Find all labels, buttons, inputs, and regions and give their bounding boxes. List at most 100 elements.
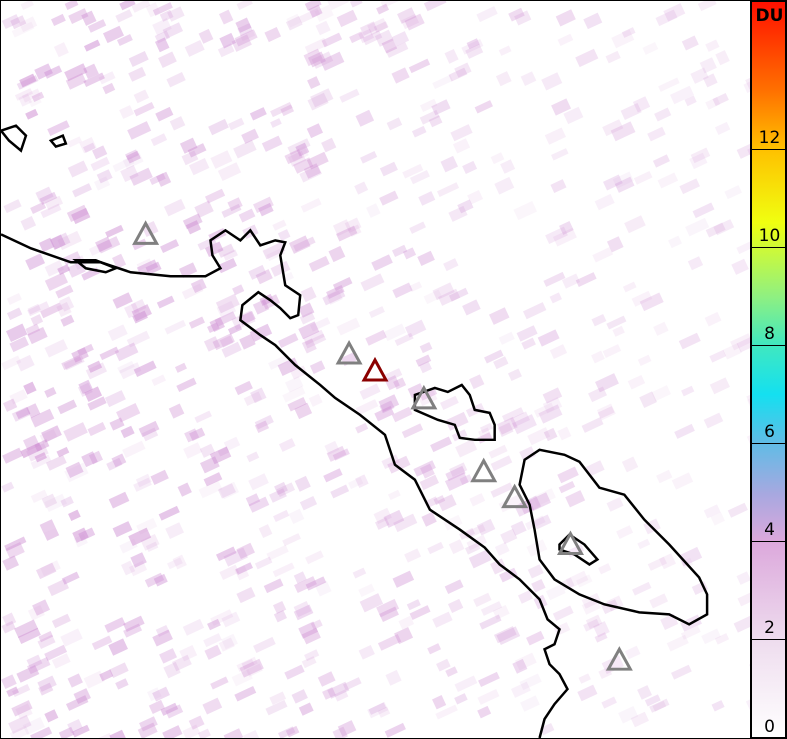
so2-pixel [326,284,345,299]
so2-pixel [419,474,439,491]
so2-pixel [358,644,375,660]
colorbar-tick-label: 12 [758,128,781,148]
so2-pixel [500,528,518,545]
so2-pixel [512,658,528,674]
so2-pixel [162,22,184,39]
so2-pixel [163,198,186,217]
so2-pixel [249,323,273,342]
so2-pixel [703,504,721,519]
so2-pixel [231,310,256,331]
so2-pixel [565,570,589,589]
so2-pixel [152,686,170,702]
so2-pixel [541,72,563,91]
volcano-triangle-icon [556,530,584,555]
so2-pixel [27,303,41,315]
so2-pixel [26,443,49,462]
so2-pixel [294,576,317,594]
so2-pixel [355,109,375,127]
so2-pixel [542,396,563,414]
so2-pixel [293,236,316,252]
so2-pixel [436,182,460,197]
so2-pixel [246,663,263,677]
so2-pixel [304,649,320,662]
so2-pixel [125,149,139,161]
so2-pixel [355,422,369,434]
so2-pixel [448,539,465,555]
so2-pixel [360,273,385,292]
so2-pixel [2,555,19,571]
so2-pixel [551,98,572,116]
so2-pixel [703,412,724,429]
so2-pixel [687,256,704,271]
so2-pixel [454,693,468,705]
so2-pixel [647,556,667,571]
so2-pixel [60,628,83,647]
so2-pixel [394,627,414,645]
so2-pixel [285,376,304,393]
so2-pixel [9,336,29,353]
so2-pixel [72,183,92,198]
so2-pixel [10,15,27,30]
so2-pixel [377,634,402,651]
so2-pixel [239,658,264,678]
so2-pixel [140,534,160,551]
so2-pixel [37,675,57,692]
so2-pixel [494,176,515,195]
so2-pixel [519,673,542,691]
so2-pixel [112,156,135,173]
so2-pixel [622,281,637,293]
so2-pixel [34,452,47,463]
so2-pixel [202,697,223,715]
so2-pixel [114,342,139,362]
so2-pixel [513,201,538,221]
so2-pixel [235,562,253,575]
so2-pixel [298,321,320,340]
so2-pixel [722,343,742,360]
so2-pixel [262,241,286,260]
so2-pixel [484,349,504,364]
so2-pixel [713,219,735,236]
so2-pixel [304,333,327,349]
so2-pixel [332,219,352,237]
so2-pixel [136,259,159,276]
so2-pixel [214,311,237,327]
so2-pixel [339,88,360,103]
so2-pixel [171,654,192,672]
so2-pixel [182,618,205,636]
so2-pixel [337,720,357,737]
so2-pixel [177,482,192,497]
so2-pixel [237,23,253,37]
so2-pixel [294,402,313,420]
so2-pixel [601,696,617,709]
so2-pixel [11,700,33,717]
so2-pixel [469,493,486,507]
so2-pixel [116,34,133,47]
so2-pixel [499,567,518,583]
so2-pixel [493,626,517,644]
so2-pixel [92,145,108,160]
so2-pixel [71,207,91,225]
so2-pixel [166,72,186,88]
so2-pixel [291,689,308,704]
colorbar-tick [752,443,787,444]
so2-pixel [280,104,295,117]
volcano-triangle-icon [501,483,529,509]
so2-pixel [65,461,84,478]
so2-pixel [184,40,205,57]
so2-pixel [284,664,305,680]
so2-pixel [115,9,133,23]
so2-pixel [227,197,243,212]
so2-pixel [581,417,604,433]
so2-pixel [293,571,307,584]
so2-pixel-layer [1,1,750,738]
so2-pixel [621,27,636,38]
so2-pixel [637,354,652,366]
so2-pixel [498,45,512,56]
so2-pixel [368,702,387,715]
colorbar-tick-label: 4 [764,520,775,540]
so2-pixel [326,445,347,462]
so2-pixel [51,13,66,27]
so2-pixel [555,9,576,27]
so2-pixel [203,472,223,487]
so2-pixel [223,436,241,451]
